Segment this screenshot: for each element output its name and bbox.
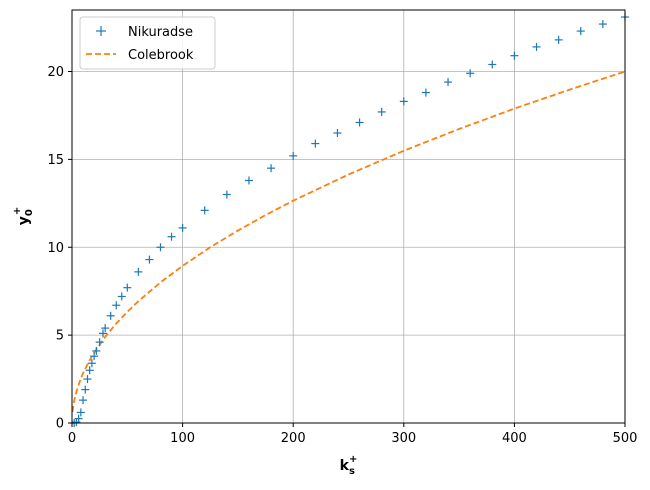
y-axis-label: y0+ xyxy=(12,207,35,226)
data-point-nikuradse xyxy=(267,164,276,173)
legend: Nikuradse Colebrook xyxy=(79,16,216,70)
data-point-nikuradse xyxy=(311,139,320,148)
y-tick-label: 0 xyxy=(56,417,64,432)
x-tick-label: 500 xyxy=(613,431,638,446)
data-point-nikuradse xyxy=(90,352,99,361)
data-point-nikuradse xyxy=(598,20,607,29)
data-point-nikuradse xyxy=(244,176,253,185)
data-point-nikuradse xyxy=(79,396,88,405)
data-point-nikuradse xyxy=(178,223,187,232)
data-point-nikuradse xyxy=(289,151,298,160)
y-tick-label: 15 xyxy=(47,153,64,168)
data-point-nikuradse xyxy=(333,129,342,138)
ticks: 0 100 200 300 400 500 0 5 10 15 20 xyxy=(47,65,637,446)
data-point-nikuradse xyxy=(92,346,101,355)
data-point-nikuradse xyxy=(83,375,92,384)
x-tick-label: 0 xyxy=(68,431,76,446)
data-point-nikuradse xyxy=(576,27,585,36)
data-point-nikuradse xyxy=(510,51,519,60)
data-point-nikuradse xyxy=(156,243,165,252)
series-layer xyxy=(70,13,629,427)
x-tick-label: 200 xyxy=(281,431,306,446)
data-point-nikuradse xyxy=(106,311,115,320)
plot-frame xyxy=(71,9,626,424)
data-point-nikuradse xyxy=(112,301,121,310)
legend-label-nikuradse: Nikuradse xyxy=(128,25,193,40)
data-point-nikuradse xyxy=(123,283,132,292)
data-point-nikuradse xyxy=(444,78,453,87)
y-tick-label: 20 xyxy=(47,65,64,80)
plot-background xyxy=(72,10,625,423)
data-point-nikuradse xyxy=(532,42,541,51)
x-tick-label: 300 xyxy=(391,431,416,446)
data-point-nikuradse xyxy=(81,385,90,394)
data-point-nikuradse xyxy=(399,97,408,106)
data-point-nikuradse xyxy=(95,338,104,347)
data-point-nikuradse xyxy=(466,69,475,78)
y-axis-label-sub: 0 xyxy=(24,209,35,216)
data-point-nikuradse xyxy=(87,359,96,368)
legend-box xyxy=(79,16,216,70)
data-point-nikuradse xyxy=(554,35,563,44)
legend-label-colebrook: Colebrook xyxy=(128,48,194,63)
y-axis-label-base: y xyxy=(16,216,32,225)
x-tick-label: 400 xyxy=(502,431,527,446)
series-line-colebrook xyxy=(71,70,626,413)
data-point-nikuradse xyxy=(355,118,364,127)
data-point-nikuradse xyxy=(134,267,143,276)
x-axis-label-sup: + xyxy=(349,454,357,465)
data-point-nikuradse xyxy=(167,232,176,241)
data-point-nikuradse xyxy=(117,292,126,301)
legend-swatch-nikuradse xyxy=(96,26,106,36)
data-point-nikuradse xyxy=(74,414,83,423)
data-point-nikuradse xyxy=(76,408,85,417)
data-point-nikuradse xyxy=(145,255,154,264)
x-axis-label-base: k xyxy=(340,458,350,474)
data-point-nikuradse xyxy=(421,88,430,97)
data-point-nikuradse xyxy=(488,60,497,69)
y-tick-label: 10 xyxy=(47,241,64,256)
y-axis-label-sup: + xyxy=(12,207,23,215)
x-axis-label: ks+ xyxy=(340,454,358,477)
x-axis-label-sub: s xyxy=(349,466,355,477)
data-point-nikuradse xyxy=(85,366,94,375)
data-point-nikuradse xyxy=(200,206,209,215)
y-tick-label: 5 xyxy=(56,329,64,344)
x-tick-label: 100 xyxy=(170,431,195,446)
data-point-nikuradse xyxy=(222,190,231,199)
data-point-nikuradse xyxy=(98,329,107,338)
data-point-nikuradse xyxy=(377,107,386,116)
data-point-nikuradse xyxy=(101,324,110,333)
